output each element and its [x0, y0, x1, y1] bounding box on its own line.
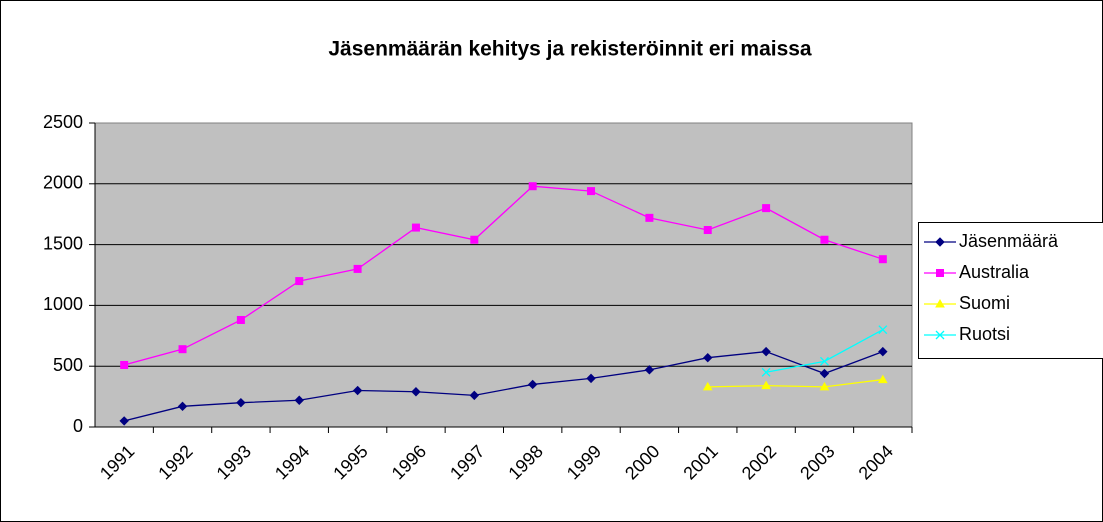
data-point [527, 379, 538, 390]
legend-marker [935, 330, 945, 340]
data-point [819, 368, 830, 379]
data-point [820, 356, 829, 366]
data-point [877, 374, 888, 384]
data-point [352, 385, 363, 396]
data-point [819, 381, 830, 391]
data-point [878, 255, 887, 264]
data-point [703, 226, 712, 235]
data-point [762, 204, 771, 213]
series-line [707, 378, 883, 388]
legend-marker [935, 237, 945, 247]
data-point [469, 390, 480, 401]
y-tick-label: 500 [53, 355, 83, 375]
data-point [878, 325, 888, 335]
legend-label: Jäsenmäärä [959, 231, 1059, 251]
y-tick-label: 2500 [43, 112, 83, 132]
legend-marker [936, 269, 944, 277]
data-point [702, 381, 713, 391]
data-point [294, 395, 304, 405]
data-point [761, 346, 771, 357]
data-point [703, 352, 713, 363]
y-tick-label: 1500 [43, 233, 83, 253]
plot-area [94, 122, 913, 428]
data-point [878, 346, 888, 357]
data-point [470, 235, 479, 244]
data-point [236, 315, 245, 324]
legend-label: Suomi [959, 293, 1010, 313]
data-point [295, 277, 304, 286]
data-point [178, 345, 187, 354]
data-point [761, 380, 771, 390]
data-point [586, 373, 596, 384]
data-point [119, 416, 129, 426]
data-point [120, 360, 129, 369]
legend-label: Australia [959, 262, 1030, 282]
y-tick-label: 2000 [43, 173, 83, 193]
y-tick-label: 1000 [43, 294, 83, 314]
legend-box [918, 222, 1103, 359]
data-point [528, 182, 537, 191]
data-point [236, 397, 246, 408]
data-point [645, 213, 654, 222]
series-line [124, 185, 884, 366]
data-point [177, 401, 188, 412]
data-point [644, 365, 655, 375]
data-point [353, 264, 362, 273]
legend-marker [935, 298, 945, 308]
data-point [411, 387, 421, 397]
legend-label: Ruotsi [959, 324, 1010, 344]
y-tick-label: 0 [73, 416, 83, 436]
data-point [587, 187, 596, 196]
data-point [761, 367, 771, 377]
data-point [411, 223, 420, 232]
chart-title: Jäsenmäärän kehitys ja rekisteröinnit er… [328, 38, 812, 61]
data-point [820, 235, 829, 244]
series-line [124, 350, 884, 422]
